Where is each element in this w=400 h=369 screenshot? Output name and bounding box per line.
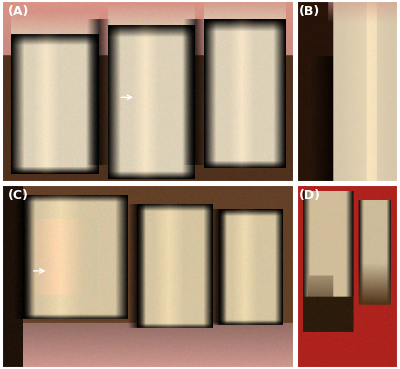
Text: (B): (B) <box>299 5 320 18</box>
Text: (A): (A) <box>8 5 29 18</box>
Text: (D): (D) <box>299 189 321 202</box>
Text: (C): (C) <box>8 189 28 202</box>
